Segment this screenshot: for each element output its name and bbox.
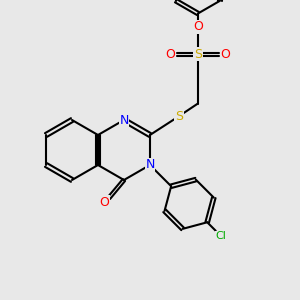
Text: O: O: [220, 47, 230, 61]
Text: N: N: [145, 158, 154, 172]
Text: O: O: [165, 47, 175, 61]
Text: S: S: [194, 47, 202, 61]
Text: N: N: [119, 113, 129, 127]
Text: Cl: Cl: [216, 231, 226, 241]
Text: O: O: [193, 20, 203, 34]
Text: S: S: [175, 110, 183, 123]
Text: O: O: [100, 196, 110, 209]
